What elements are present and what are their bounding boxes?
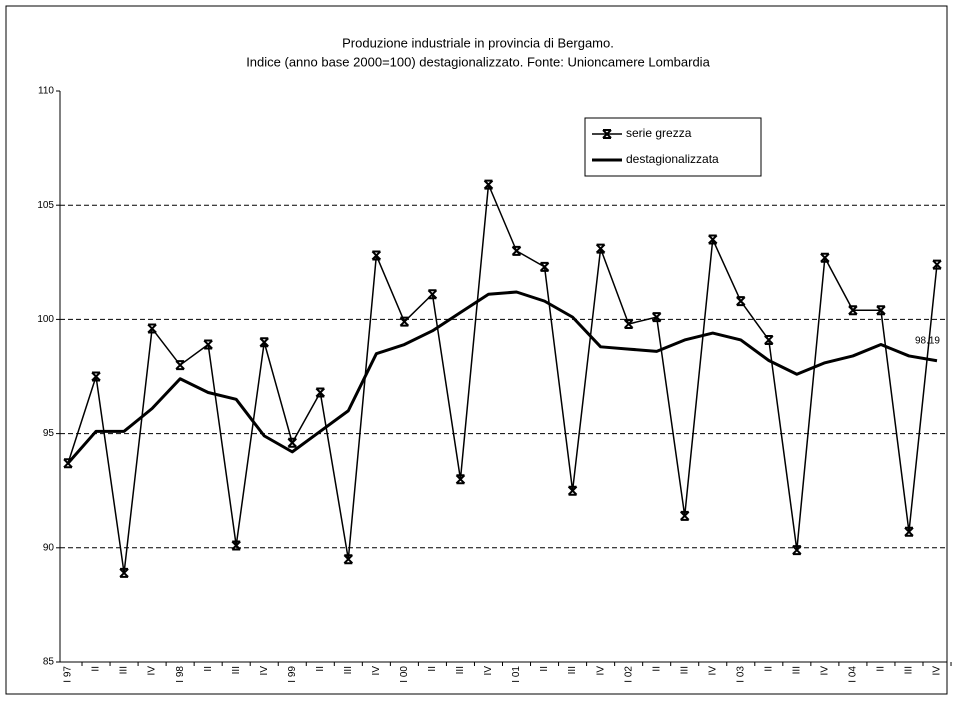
x-tick-label: II (539, 666, 550, 672)
marker (680, 510, 690, 521)
marker (932, 259, 942, 270)
marker (371, 250, 382, 261)
marker (427, 289, 438, 300)
x-tick-label: I 03 (735, 666, 746, 683)
marker (147, 323, 157, 334)
x-tick-label: II (203, 666, 214, 672)
x-tick-label: II (651, 666, 662, 672)
marker (876, 305, 886, 316)
x-tick-label: I 04 (848, 666, 859, 683)
series-line (67, 183, 938, 574)
x-tick-label: IV (932, 666, 943, 676)
marker (848, 305, 858, 316)
marker (511, 245, 522, 256)
marker (567, 485, 578, 496)
legend-label: serie grezza (626, 126, 692, 140)
x-tick-label: III (119, 666, 130, 674)
legend-marker (602, 129, 612, 139)
marker (539, 261, 550, 272)
x-tick-label: I 02 (623, 666, 634, 683)
x-tick-label: I 01 (511, 666, 522, 683)
x-tick-label: I 99 (287, 666, 298, 683)
x-tick-label: IV (707, 666, 718, 676)
marker (736, 296, 746, 307)
marker (708, 234, 718, 245)
marker (455, 474, 466, 485)
y-tick-label: 105 (37, 200, 54, 211)
marker (315, 387, 325, 398)
chart-border (5, 5, 948, 695)
marker (792, 545, 802, 556)
x-tick-label: I 00 (399, 666, 410, 683)
x-tick-label: III (679, 666, 690, 674)
x-tick-label: II (876, 666, 887, 672)
marker (764, 334, 774, 345)
x-tick-label: I 98 (175, 666, 186, 683)
marker (399, 316, 410, 327)
x-tick-label: III (904, 666, 915, 674)
x-tick-label: IV (147, 666, 158, 676)
x-tick-label: II (91, 666, 102, 672)
x-tick-label: I 97 (63, 666, 74, 683)
x-tick-label: II (315, 666, 326, 672)
marker (820, 252, 830, 263)
x-tick-label: IV (483, 666, 494, 676)
x-tick-label: III (567, 666, 578, 674)
marker (119, 567, 129, 578)
legend-box (584, 117, 762, 177)
legend-label: destagionalizzata (626, 152, 719, 166)
marker (483, 179, 494, 190)
marker (904, 526, 914, 537)
y-tick-label: 95 (43, 428, 55, 439)
y-tick-label: 85 (43, 657, 55, 668)
x-tick-label: III (455, 666, 466, 674)
marker (259, 337, 269, 348)
x-tick-label: II (427, 666, 438, 672)
marker (231, 540, 241, 551)
marker (175, 360, 185, 371)
chart-title: Produzione industriale in provincia di B… (342, 35, 614, 50)
marker (343, 554, 354, 565)
marker (203, 339, 213, 350)
annotation: 98.19 (915, 335, 940, 346)
x-tick-label: IV (595, 666, 606, 676)
y-tick-label: 110 (38, 86, 54, 97)
marker (287, 437, 297, 448)
marker (623, 318, 634, 329)
x-tick-label: IV (820, 666, 831, 676)
x-tick-label: III (231, 666, 242, 674)
marker (91, 371, 101, 382)
x-tick-label: III (791, 666, 802, 674)
x-tick-label: IV (371, 666, 382, 676)
y-tick-label: 100 (37, 314, 54, 325)
y-tick-label: 90 (43, 542, 55, 553)
x-tick-label: II (763, 666, 774, 672)
chart-subtitle: Indice (anno base 2000=100) destagionali… (246, 54, 710, 69)
marker (595, 243, 606, 254)
x-tick-label: IV (259, 666, 270, 676)
x-tick-label: III (343, 666, 354, 674)
series-line (66, 290, 938, 465)
marker (651, 312, 662, 323)
